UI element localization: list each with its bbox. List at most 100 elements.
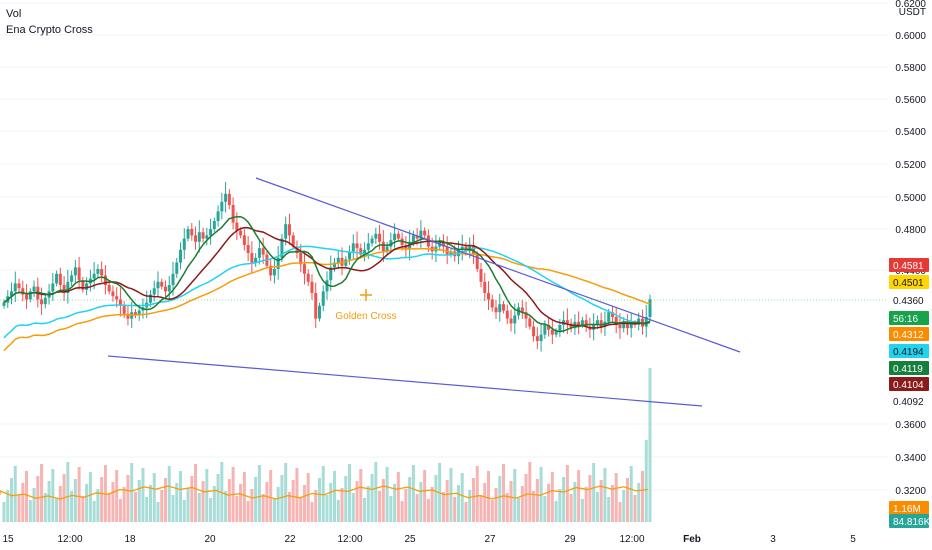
volume-bar xyxy=(385,467,389,522)
volume-bar xyxy=(28,500,32,522)
x-tick-label: 29 xyxy=(564,534,576,545)
y-axis[interactable]: 0.6200 0.6000 0.5800 0.5600 0.5400 0.5200 0.50… xyxy=(895,0,926,497)
volume-bar xyxy=(58,486,62,522)
candle-body xyxy=(137,310,141,316)
candle-body xyxy=(133,312,137,316)
candle-body xyxy=(235,222,239,231)
volume-bar xyxy=(317,478,321,522)
volume-bar xyxy=(25,471,29,522)
candle-body xyxy=(70,275,74,282)
volume-bar xyxy=(257,465,261,522)
volume-bar xyxy=(13,466,17,522)
legend-indicator[interactable]: Ena Crypto Cross xyxy=(6,24,93,36)
legend-volume[interactable]: Vol xyxy=(6,8,22,20)
volume-bar xyxy=(441,492,445,522)
candle-body xyxy=(148,294,152,303)
volume-bar xyxy=(535,479,539,522)
volume-bar xyxy=(152,473,156,522)
y-tick-label: 0.5000 xyxy=(895,193,926,204)
volume-bar xyxy=(340,488,344,522)
candle-body xyxy=(505,310,509,319)
volume-bar xyxy=(554,501,558,522)
candle-body xyxy=(460,246,464,250)
volume-bar xyxy=(618,502,622,522)
volume-bar xyxy=(644,440,648,522)
candle-body xyxy=(160,281,164,287)
volume-bar xyxy=(325,495,329,522)
price-tag-label: 1.16M xyxy=(893,504,921,515)
candle-body xyxy=(381,241,385,252)
candle-body xyxy=(126,313,130,319)
volume-bar xyxy=(329,483,333,522)
x-axis[interactable]: 15 12:00 18 20 22 12:00 25 27 29 12:00 Feb 3 5 xyxy=(2,534,856,545)
volume-bar xyxy=(460,473,464,522)
volume-bar xyxy=(580,499,584,522)
volume-bar xyxy=(524,474,528,522)
volume-bar xyxy=(55,498,59,522)
volume-bar xyxy=(302,485,306,522)
volume-bar xyxy=(389,496,393,522)
volume-bar xyxy=(32,488,36,522)
volume-bar xyxy=(197,493,201,522)
volume-bar xyxy=(479,495,483,522)
volume-bar xyxy=(348,464,352,522)
candle-body xyxy=(317,305,321,319)
candle-body xyxy=(419,230,423,239)
volume-bar xyxy=(336,500,340,522)
candle-body xyxy=(261,248,265,255)
volume-bar xyxy=(520,486,524,522)
volume-bar xyxy=(513,469,517,522)
candle-body xyxy=(520,307,524,313)
ma-cyan-line xyxy=(3,245,651,339)
volume-bar xyxy=(505,493,509,522)
volume-bar xyxy=(81,496,85,522)
volume-bar xyxy=(88,472,92,522)
volume-bar xyxy=(423,470,427,522)
trendlines[interactable] xyxy=(107,177,741,407)
candle-body xyxy=(625,321,629,329)
price-tag-bg xyxy=(889,275,929,289)
volume-bar xyxy=(92,501,96,522)
volume-bar xyxy=(291,480,295,522)
x-tick-label: 15 xyxy=(2,534,14,545)
candle-body xyxy=(344,259,348,266)
candle-body xyxy=(509,318,513,324)
volume-bar xyxy=(122,487,126,522)
candle-body xyxy=(449,251,453,255)
candle-body xyxy=(231,205,235,223)
volume-bar xyxy=(272,499,276,522)
candle-body xyxy=(543,325,547,335)
candle-body xyxy=(66,281,70,293)
candle-body xyxy=(310,281,314,293)
volume-bar xyxy=(145,497,149,522)
x-tick-label: 27 xyxy=(484,534,496,545)
candle-body xyxy=(385,246,389,252)
volume-bar xyxy=(190,476,194,522)
price-tag: 0.4119 xyxy=(889,361,929,375)
volume-bar xyxy=(351,493,355,522)
candle-body xyxy=(547,325,551,330)
x-tick-label: 12:00 xyxy=(619,534,644,545)
volume-bar xyxy=(381,479,385,522)
candle-body xyxy=(205,235,209,239)
volume-bar xyxy=(111,482,115,522)
volume-bar xyxy=(333,471,337,522)
volume-bar xyxy=(633,495,637,522)
volume-bar xyxy=(66,462,70,522)
volume-bar xyxy=(355,481,359,522)
price-tag: 0.4194 xyxy=(889,344,929,358)
volume-bar xyxy=(156,502,160,522)
volume-bar xyxy=(96,489,100,522)
candle-body xyxy=(62,285,66,293)
candle-body xyxy=(212,221,216,229)
candle-body xyxy=(528,318,532,327)
candle-body xyxy=(115,296,119,300)
volume-bar xyxy=(47,481,51,522)
candle-body xyxy=(363,249,367,255)
candle-body xyxy=(415,235,419,239)
volume-bar xyxy=(547,484,551,522)
volume-bar xyxy=(287,492,291,522)
volume-bar xyxy=(280,475,284,522)
candle-body xyxy=(355,243,359,249)
